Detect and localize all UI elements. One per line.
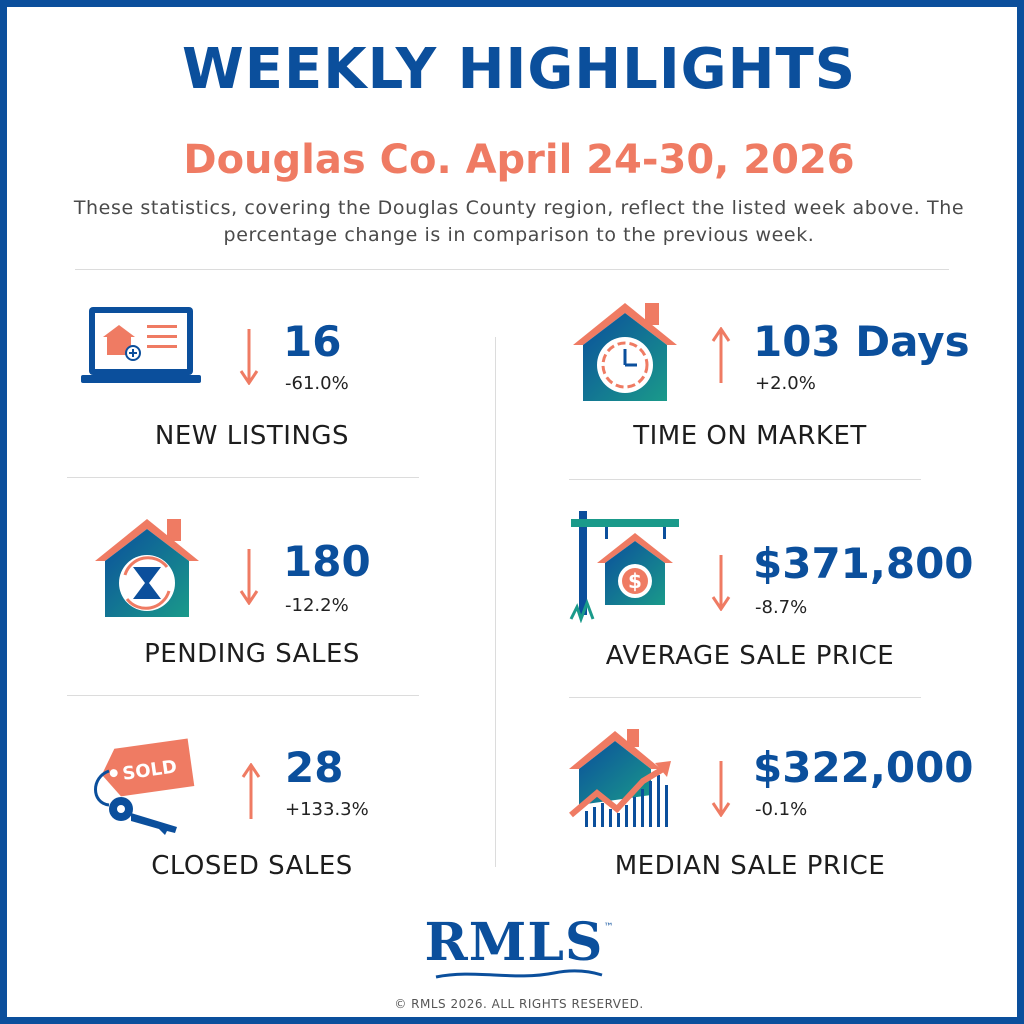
time-on-market-label: TIME ON MARKET [633, 421, 867, 451]
closed-sales-value: 28 [285, 743, 344, 792]
time-on-market-change: +2.0% [755, 373, 816, 394]
laptop-house-icon [81, 307, 201, 383]
arrow-up-icon [241, 763, 261, 819]
average-sale-price-value: $371,800 [753, 539, 974, 588]
arrow-down-icon [239, 549, 259, 605]
house-clock-icon [573, 303, 677, 401]
page-subtitle: Douglas Co. April 24-30, 2026 [183, 137, 855, 183]
closed-sales-change: +133.3% [285, 799, 369, 820]
page-title: WEEKLY HIGHLIGHTS [181, 37, 857, 102]
new-listings-change: -61.0% [285, 373, 349, 394]
median-sale-price-value: $322,000 [753, 743, 974, 792]
left-divider-1 [67, 477, 419, 478]
arrow-down-icon [239, 329, 259, 385]
average-sale-price-change: -8.7% [755, 597, 808, 618]
right-divider-2 [569, 697, 921, 698]
new-listings-value: 16 [283, 317, 342, 366]
copyright-text: © RMLS 2026. ALL RIGHTS RESERVED. [394, 997, 644, 1011]
time-on-market-value: 103 Days [753, 317, 970, 366]
page-description: These statistics, covering the Douglas C… [73, 197, 965, 246]
header-divider [75, 269, 949, 270]
column-divider [495, 337, 496, 867]
arrow-up-icon [711, 327, 731, 383]
sign-house-dollar-icon: $ [569, 511, 679, 623]
arrow-down-icon [711, 555, 731, 611]
rmls-trademark: ™ [603, 922, 614, 933]
pending-sales-value: 180 [283, 537, 371, 586]
left-divider-2 [67, 695, 419, 696]
arrow-down-icon [711, 761, 731, 817]
median-sale-price-label: MEDIAN SALE PRICE [614, 851, 886, 881]
new-listings-label: NEW LISTINGS [154, 421, 350, 451]
pending-sales-label: PENDING SALES [144, 639, 360, 669]
rmls-logo-text: RMLS [424, 912, 604, 973]
closed-sales-label: CLOSED SALES [151, 851, 353, 881]
right-divider-1 [569, 479, 921, 480]
median-sale-price-change: -0.1% [755, 799, 808, 820]
house-hourglass-icon [95, 519, 199, 617]
pending-sales-change: -12.2% [285, 595, 349, 616]
sold-tag-key-icon: SOLD [94, 738, 195, 835]
house-chart-icon [569, 729, 671, 827]
rmls-logo: RMLS™ [7, 912, 1024, 981]
svg-text:$: $ [628, 569, 642, 593]
logo-swoosh-icon [435, 969, 603, 979]
average-sale-price-label: AVERAGE SALE PRICE [605, 641, 895, 671]
